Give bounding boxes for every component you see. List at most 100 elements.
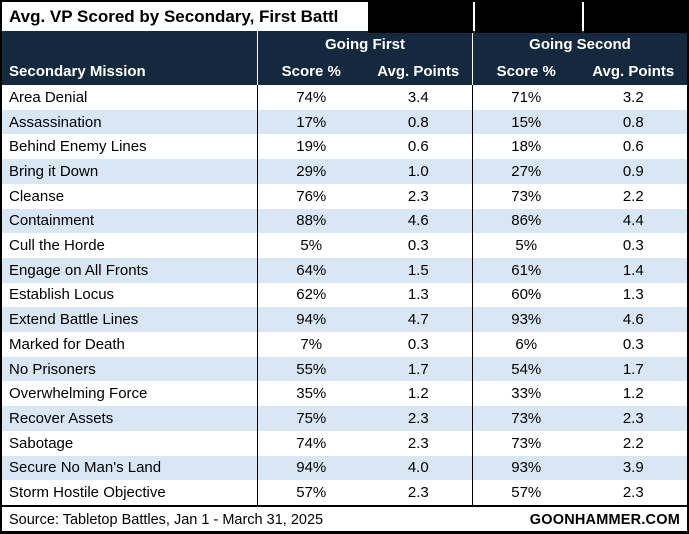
- table-row: Marked for Death 7% 0.3 6% 0.3: [2, 332, 687, 357]
- mission-cell: Behind Enemy Lines: [9, 138, 147, 156]
- table-row: Cull the Horde 5% 0.3 5% 0.3: [2, 233, 687, 258]
- value-cell: 29%: [257, 159, 365, 184]
- mission-cell: Cull the Horde: [9, 237, 105, 255]
- value-cell: 93%: [472, 307, 580, 333]
- value-cell: 0.8: [622, 113, 644, 131]
- value-cell: 2.3: [407, 409, 429, 427]
- mission-cell: Area Denial: [9, 88, 88, 106]
- mission-cell: Marked for Death: [9, 335, 125, 353]
- value-cell: 71%: [472, 85, 580, 110]
- table-row: Containment 88% 4.6 86% 4.4: [2, 208, 687, 234]
- value-cell: 74%: [257, 430, 365, 456]
- mission-cell: Sabotage: [9, 434, 74, 452]
- value-cell: 15%: [472, 109, 580, 135]
- value-cell: 73%: [472, 406, 580, 431]
- value-cell: 1.7: [622, 360, 644, 378]
- value-cell: 4.0: [407, 459, 429, 477]
- value-cell: 3.9: [622, 459, 644, 477]
- table-title: Avg. VP Scored by Secondary, First Battl: [9, 6, 339, 26]
- value-cell: 0.8: [407, 113, 429, 131]
- mission-cell: Secure No Man's Land: [9, 459, 162, 477]
- value-cell: 6%: [472, 332, 580, 357]
- column-header-mission: Secondary Mission: [9, 63, 146, 80]
- value-cell: 62%: [257, 282, 365, 308]
- table-row: Engage on All Fronts 64% 1.5 61% 1.4: [2, 257, 687, 283]
- table-body: Area Denial 74% 3.4 71% 3.2 Assassination 17% 0…: [2, 85, 687, 505]
- table-row: Bring it Down 29% 1.0 27% 0.9: [2, 159, 687, 184]
- value-cell: 18%: [472, 134, 580, 160]
- value-cell: 2.3: [622, 484, 644, 502]
- value-cell: 1.2: [407, 385, 429, 403]
- value-cell: 54%: [472, 356, 580, 382]
- table-row: Cleanse 76% 2.3 73% 2.2: [2, 183, 687, 209]
- mission-cell: Storm Hostile Objective: [9, 484, 166, 502]
- column-header-first-avg: Avg. Points: [377, 63, 460, 80]
- value-cell: 74%: [257, 85, 365, 110]
- value-cell: 57%: [257, 480, 365, 505]
- mission-cell: Establish Locus: [9, 286, 115, 304]
- column-header-second-avg: Avg. Points: [592, 63, 675, 80]
- mission-cell: Recover Assets: [9, 409, 114, 427]
- value-cell: 17%: [257, 109, 365, 135]
- value-cell: 4.6: [622, 311, 644, 329]
- value-cell: 57%: [472, 480, 580, 505]
- value-cell: 0.3: [407, 237, 429, 255]
- value-cell: 64%: [257, 257, 365, 283]
- source-text: Source: Tabletop Battles, Jan 1 - March …: [9, 511, 324, 528]
- value-cell: 1.0: [407, 162, 429, 180]
- group-header-going-first: Going First: [257, 31, 472, 58]
- value-cell: 73%: [472, 430, 580, 456]
- value-cell: 0.3: [622, 335, 644, 353]
- table-header: Going First Going Second Secondary Missi…: [2, 31, 687, 85]
- value-cell: 4.7: [407, 311, 429, 329]
- table-row: Recover Assets 75% 2.3 73% 2.3: [2, 406, 687, 431]
- value-cell: 3.4: [407, 88, 429, 106]
- redaction-box: [475, 2, 582, 33]
- value-cell: 0.6: [622, 138, 644, 156]
- value-cell: 4.4: [622, 212, 644, 230]
- mission-cell: No Prisoners: [9, 360, 96, 378]
- value-cell: 0.6: [407, 138, 429, 156]
- value-cell: 86%: [472, 208, 580, 234]
- value-cell: 1.5: [407, 261, 429, 279]
- value-cell: 1.3: [622, 286, 644, 304]
- redaction-box: [368, 2, 473, 33]
- value-cell: 93%: [472, 455, 580, 481]
- value-cell: 2.2: [622, 187, 644, 205]
- table-row: Area Denial 74% 3.4 71% 3.2: [2, 85, 687, 110]
- value-cell: 1.3: [407, 286, 429, 304]
- mission-cell: Overwhelming Force: [9, 385, 148, 403]
- redaction-box: [584, 2, 687, 33]
- value-cell: 5%: [257, 233, 365, 258]
- value-cell: 27%: [472, 159, 580, 184]
- value-cell: 94%: [257, 307, 365, 333]
- value-cell: 61%: [472, 257, 580, 283]
- value-cell: 2.3: [407, 434, 429, 452]
- mission-cell: Extend Battle Lines: [9, 311, 139, 329]
- table-row: No Prisoners 55% 1.7 54% 1.7: [2, 356, 687, 382]
- value-cell: 76%: [257, 183, 365, 209]
- value-cell: 4.6: [407, 212, 429, 230]
- table-row: Sabotage 74% 2.3 73% 2.2: [2, 430, 687, 456]
- table-row: Extend Battle Lines 94% 4.7 93% 4.6: [2, 307, 687, 333]
- column-header-first-score: Score %: [257, 58, 365, 85]
- table-row: Establish Locus 62% 1.3 60% 1.3: [2, 282, 687, 308]
- table-row: Overwhelming Force 35% 1.2 33% 1.2: [2, 381, 687, 407]
- value-cell: 2.3: [622, 409, 644, 427]
- value-cell: 60%: [472, 282, 580, 308]
- value-cell: 2.2: [622, 434, 644, 452]
- value-cell: 3.2: [622, 88, 644, 106]
- value-cell: 0.9: [622, 162, 644, 180]
- value-cell: 7%: [257, 332, 365, 357]
- value-cell: 35%: [257, 381, 365, 407]
- table-row: Storm Hostile Objective 57% 2.3 57% 2.3: [2, 480, 687, 505]
- table-footer: Source: Tabletop Battles, Jan 1 - March …: [2, 505, 687, 531]
- mission-cell: Cleanse: [9, 187, 65, 205]
- group-header-row: Going First Going Second: [2, 31, 687, 58]
- value-cell: 88%: [257, 208, 365, 234]
- value-cell: 1.4: [622, 261, 644, 279]
- column-header-row: Secondary Mission Score % Avg. Points Sc…: [2, 58, 687, 85]
- table-row: Assassination 17% 0.8 15% 0.8: [2, 109, 687, 135]
- mission-cell: Containment: [9, 212, 95, 230]
